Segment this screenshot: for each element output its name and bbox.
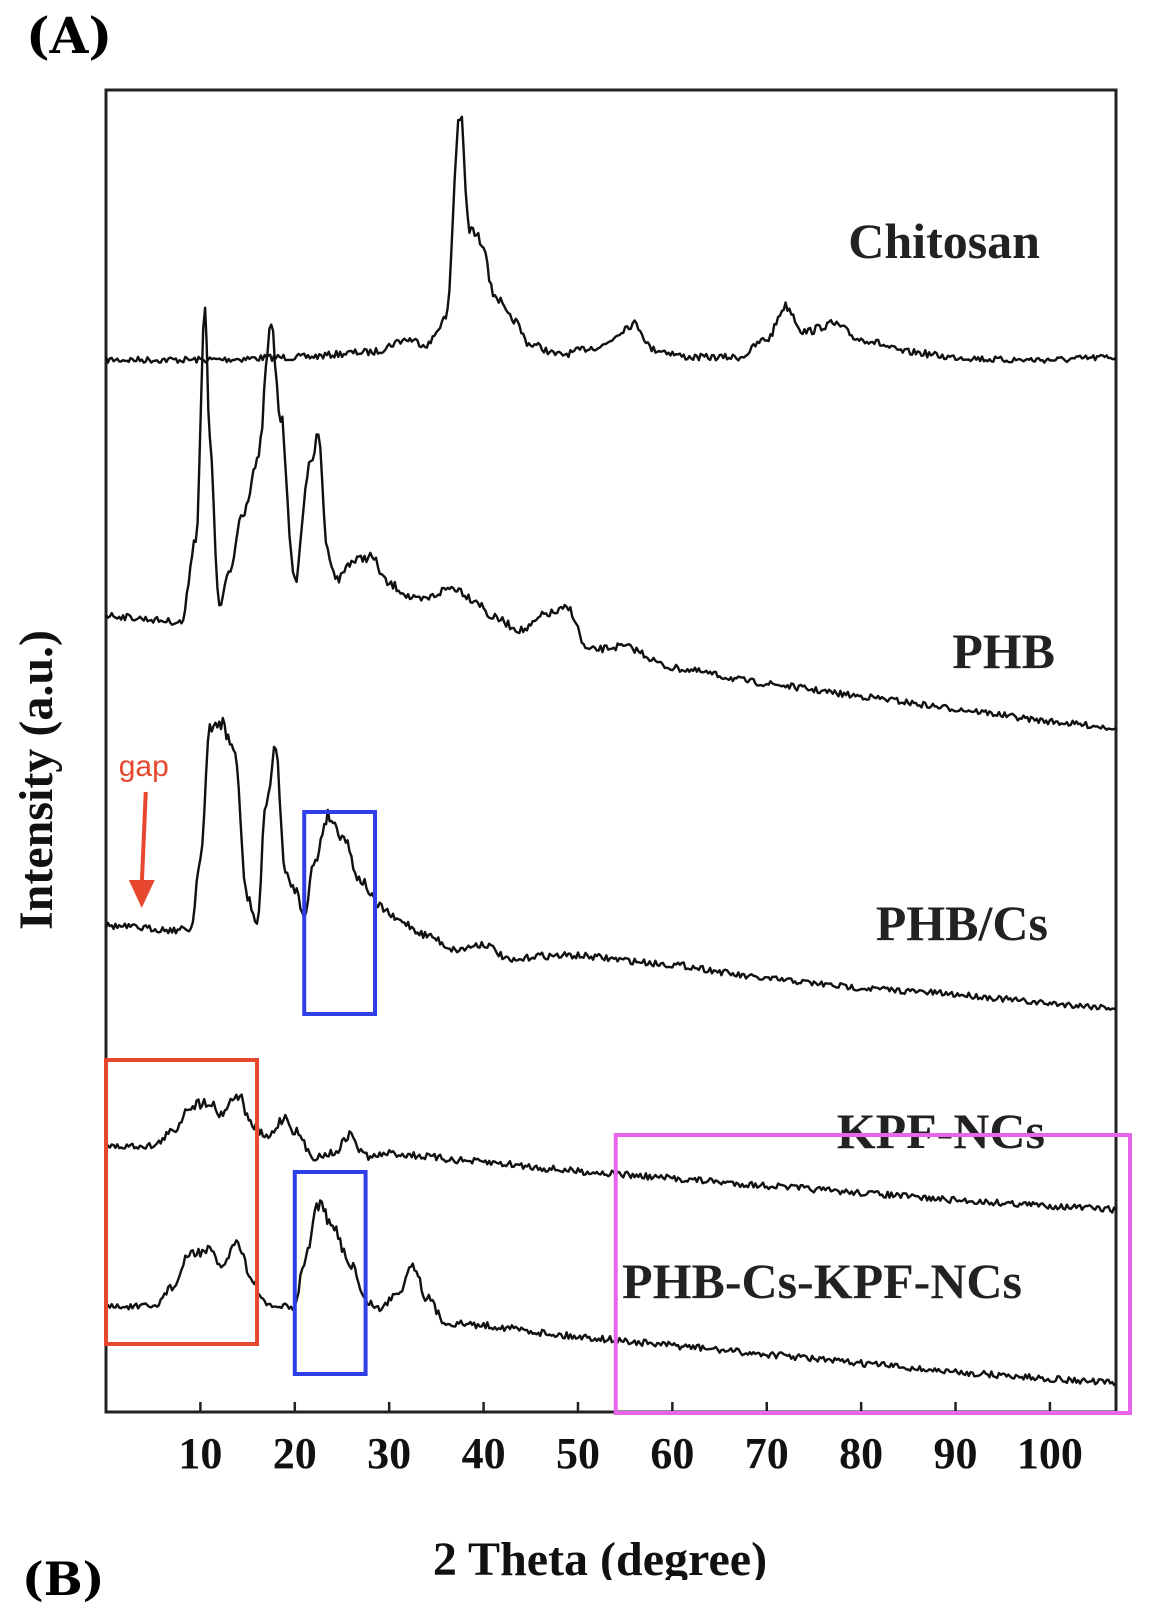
plot-frame-border: [104, 88, 1118, 1414]
x-tick-label: 80: [839, 1429, 883, 1478]
series-trace-kpf-ncs: [105, 1093, 1117, 1214]
x-axis-title: 2 Theta (degree): [433, 1533, 767, 1580]
series-label: PHB/Cs: [876, 895, 1048, 951]
highlight-box: [613, 1133, 1132, 1415]
x-tick-label: 40: [462, 1429, 506, 1478]
series-trace-phb: [105, 306, 1117, 731]
plot-frame: [104, 88, 1118, 1414]
highlight-box: [104, 1058, 260, 1346]
gap-annotation-label: gap: [119, 750, 169, 783]
x-tick-layer: 10 20 30 40 50 60 70 80 90 100: [178, 1402, 1083, 1478]
series-label-layer: Chitosan PHB PHB/Cs KPF-NCs PHB-Cs-KPF-NCs: [622, 213, 1055, 1309]
series-trace-phb-cs: [104, 716, 1117, 1011]
series-label: KPF-NCs: [837, 1103, 1045, 1159]
series-label: PHB-Cs-KPF-NCs: [622, 1253, 1022, 1309]
x-tick-label: 50: [556, 1429, 600, 1478]
panel-label: (A): [26, 6, 113, 65]
x-tick-label: 90: [934, 1429, 978, 1478]
x-tick-label: 20: [273, 1429, 317, 1478]
series-label: PHB: [952, 623, 1055, 679]
series-label: Chitosan: [848, 213, 1040, 269]
highlight-box: [292, 1170, 368, 1376]
x-tick-label: 30: [367, 1429, 411, 1478]
annotation-layer: gap: [104, 750, 1132, 1415]
x-tick-label: 70: [745, 1429, 789, 1478]
gap-arrow: [139, 791, 148, 886]
gap-arrow-head: [128, 880, 155, 908]
x-tick-label: 60: [650, 1429, 694, 1478]
panel-label-b: (B): [22, 1552, 105, 1606]
highlight-box: [302, 810, 378, 1016]
series-trace-phb-cs-kpf-ncs: [105, 1199, 1117, 1387]
x-tick-label: 10: [178, 1429, 222, 1478]
x-tick-label: 100: [1017, 1429, 1083, 1478]
y-axis-title: Intensity (a.u.): [10, 630, 63, 930]
trace-layer: [104, 115, 1117, 1387]
